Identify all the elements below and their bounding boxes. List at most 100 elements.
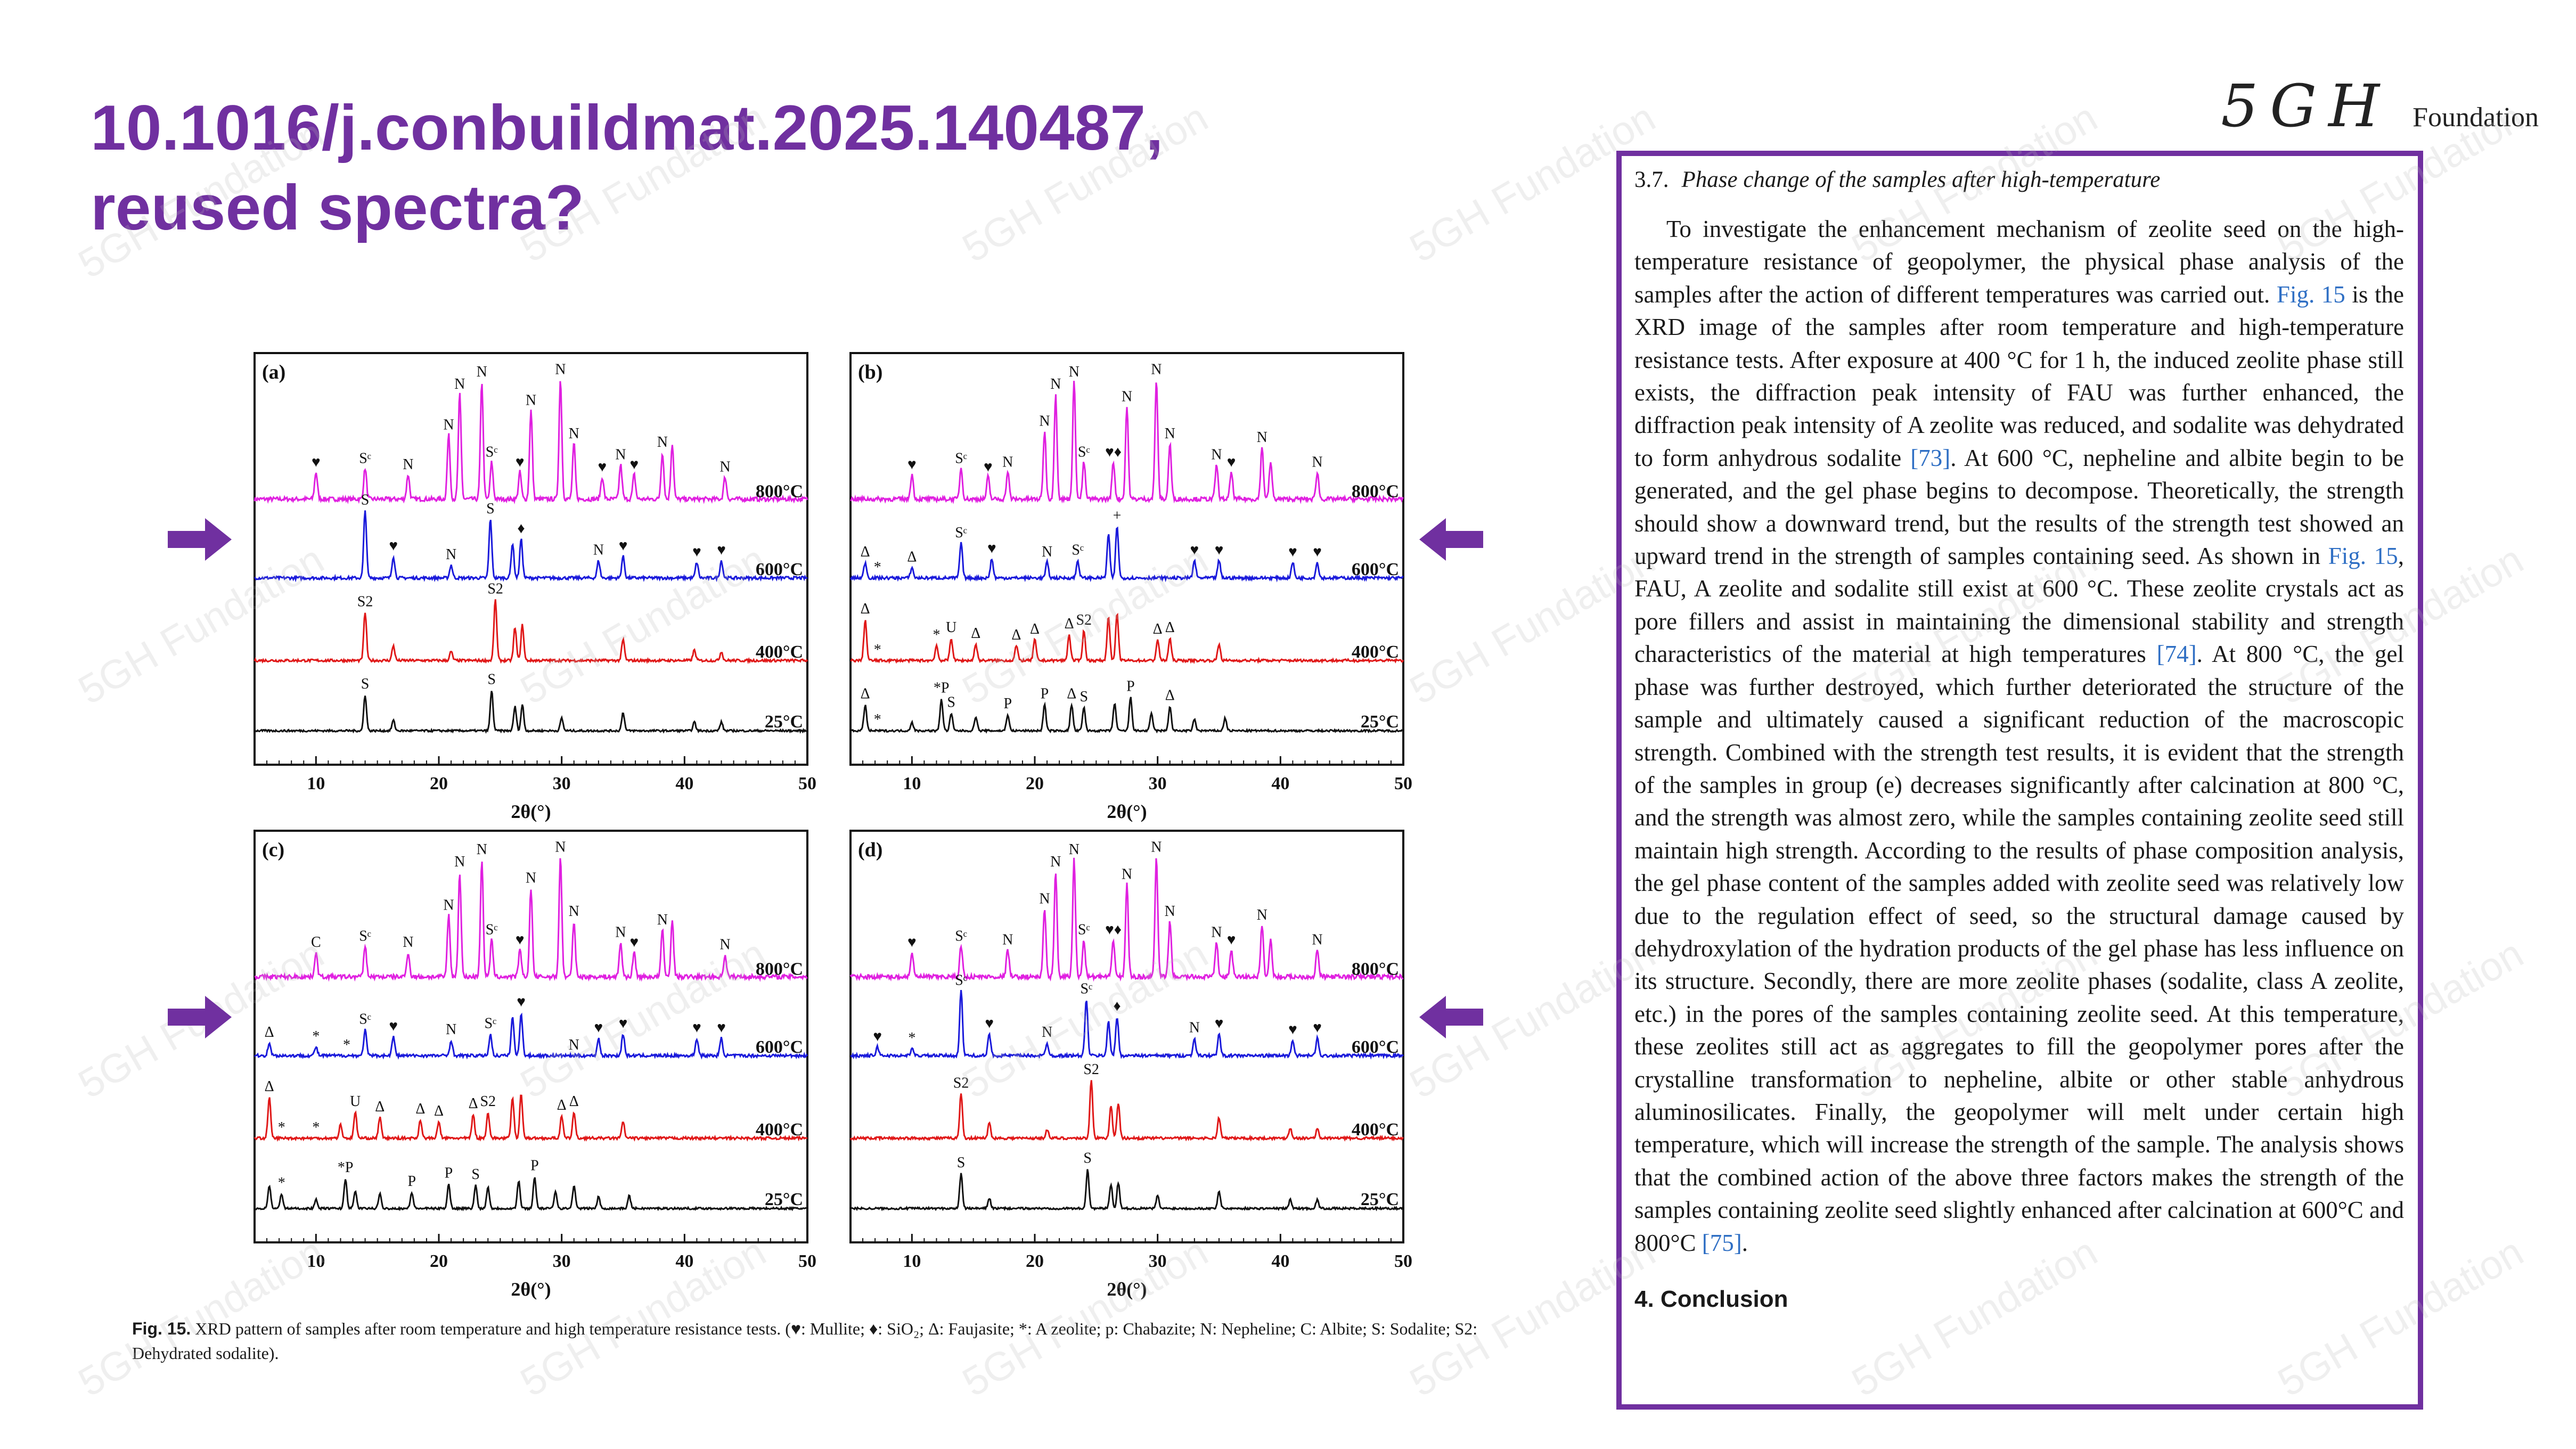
peak-marker: N bbox=[1122, 388, 1132, 405]
peak-marker: S2 bbox=[1076, 612, 1092, 628]
peak-marker: S bbox=[1083, 1150, 1092, 1167]
series-label: 800°C bbox=[1352, 959, 1399, 979]
peak-marker: N bbox=[454, 376, 465, 392]
peak-marker: Sᶜ bbox=[485, 1016, 497, 1032]
peak-marker: Δ bbox=[569, 1093, 579, 1110]
peak-marker: N bbox=[1151, 839, 1162, 855]
peak-marker: N bbox=[446, 546, 456, 563]
peak-marker: Δ bbox=[557, 1097, 567, 1114]
peak-marker: ♦ bbox=[1113, 998, 1121, 1014]
peak-marker: ♥ bbox=[1227, 454, 1236, 470]
plot-frame bbox=[849, 352, 1404, 766]
series-label: 400°C bbox=[1352, 642, 1399, 662]
series-label: 400°C bbox=[756, 1120, 803, 1140]
peak-marker: Δ bbox=[375, 1099, 385, 1115]
peak-marker: S bbox=[486, 501, 495, 517]
x-tick-label: 40 bbox=[1271, 774, 1289, 793]
x-tick-label: 30 bbox=[1149, 774, 1167, 793]
body-text: To investigate the enhancement mechanism… bbox=[1634, 216, 2404, 308]
peak-marker: ♥ bbox=[389, 1018, 398, 1034]
peak-marker: * bbox=[312, 1028, 320, 1045]
peak-marker: N bbox=[1211, 924, 1222, 940]
section-number: 3.7. bbox=[1634, 167, 1669, 192]
peak-marker: S bbox=[947, 694, 955, 711]
reference-link[interactable]: [74] bbox=[2156, 641, 2197, 668]
peak-marker: S bbox=[1080, 689, 1088, 705]
plot-frame bbox=[253, 352, 808, 766]
peak-marker: N bbox=[615, 446, 626, 463]
peak-marker: Δ bbox=[861, 601, 870, 617]
peak-marker: * bbox=[874, 642, 881, 658]
xrd-series-line bbox=[850, 989, 1404, 1060]
xrd-series-line bbox=[253, 1177, 808, 1211]
peak-marker: N bbox=[719, 459, 730, 476]
peak-marker: Δ bbox=[861, 685, 870, 702]
x-tick-label: 50 bbox=[1394, 774, 1412, 793]
section-body: To investigate the enhancement mechanism… bbox=[1634, 213, 2404, 1259]
peak-marker: ♥ bbox=[873, 1028, 882, 1045]
peak-marker: N bbox=[1211, 446, 1222, 463]
reference-link[interactable]: [73] bbox=[1910, 444, 1951, 471]
peak-marker: S bbox=[957, 1155, 966, 1171]
peak-marker: N bbox=[526, 870, 536, 886]
peak-marker: S2 bbox=[357, 593, 373, 610]
peak-marker: P bbox=[530, 1158, 539, 1174]
peak-marker: * bbox=[278, 1175, 285, 1191]
x-tick-label: 10 bbox=[903, 1251, 921, 1271]
peak-marker: N bbox=[1165, 903, 1175, 920]
reference-link[interactable]: Fig. 15 bbox=[2276, 281, 2345, 308]
x-tick-label: 20 bbox=[1026, 1251, 1044, 1271]
peak-marker: N bbox=[555, 361, 566, 378]
peak-marker: Δ bbox=[265, 1024, 274, 1041]
series-label: 25°C bbox=[1361, 1190, 1399, 1209]
peak-marker: * bbox=[874, 559, 881, 576]
peak-marker: P bbox=[445, 1165, 453, 1182]
xrd-series-line bbox=[253, 1012, 808, 1060]
peak-marker: ♥♦ bbox=[1105, 444, 1122, 461]
series-label: 25°C bbox=[1361, 712, 1399, 732]
peak-marker: ♥ bbox=[619, 1016, 628, 1032]
x-tick-label: 40 bbox=[1271, 1251, 1289, 1271]
x-tick-label: 30 bbox=[1149, 1251, 1167, 1271]
peak-marker: ♥ bbox=[517, 994, 526, 1010]
peak-marker: Sᶜ bbox=[359, 928, 371, 944]
series-label: 400°C bbox=[1352, 1120, 1399, 1140]
x-tick-label: 20 bbox=[430, 1251, 448, 1271]
peak-marker: N bbox=[1165, 425, 1175, 442]
xrd-series-line bbox=[849, 381, 1404, 504]
reference-link[interactable]: [75] bbox=[1702, 1229, 1742, 1256]
xrd-series-line bbox=[850, 1169, 1404, 1211]
x-tick-label: 10 bbox=[307, 1251, 325, 1271]
body-text: is the XRD image of the samples after ro… bbox=[1634, 281, 2405, 471]
peak-marker: N bbox=[1050, 854, 1061, 870]
plot-frame bbox=[849, 830, 1404, 1243]
series-label: 600°C bbox=[1352, 560, 1399, 579]
peak-marker: Sᶜ bbox=[1078, 444, 1090, 461]
xrd-series-line bbox=[849, 526, 1404, 583]
peak-marker: C bbox=[311, 934, 321, 951]
peak-marker: N bbox=[1069, 364, 1080, 380]
peak-marker: ♥♦ bbox=[1105, 922, 1122, 938]
peak-marker: ♥ bbox=[629, 934, 639, 951]
peak-marker: P bbox=[1041, 685, 1049, 702]
series-label: 400°C bbox=[756, 642, 803, 662]
peak-marker: Δ bbox=[434, 1103, 444, 1119]
figure-caption-label: Fig. 15. bbox=[132, 1319, 191, 1338]
peak-marker: Sᶜ bbox=[359, 1011, 371, 1027]
peak-marker: U bbox=[946, 619, 956, 636]
peak-marker: Sᶜ bbox=[1078, 922, 1090, 938]
peak-marker: N bbox=[526, 392, 536, 408]
peak-marker: N bbox=[1042, 1024, 1052, 1041]
peak-marker: ♥ bbox=[984, 459, 993, 476]
series-label: 800°C bbox=[1352, 481, 1399, 501]
reference-link[interactable]: Fig. 15 bbox=[2328, 543, 2398, 570]
peak-marker: Δ bbox=[971, 625, 980, 642]
x-axis-label: 2θ(°) bbox=[1107, 1279, 1147, 1300]
peak-marker: ♥ bbox=[1190, 542, 1199, 559]
section-heading: 3.7. Phase change of the samples after hi… bbox=[1634, 167, 2404, 193]
peak-marker: Sᶜ bbox=[359, 450, 371, 466]
peak-marker: N bbox=[569, 1037, 579, 1053]
body-text: . At 800 °C, the gel phase was further d… bbox=[1634, 641, 2405, 1256]
